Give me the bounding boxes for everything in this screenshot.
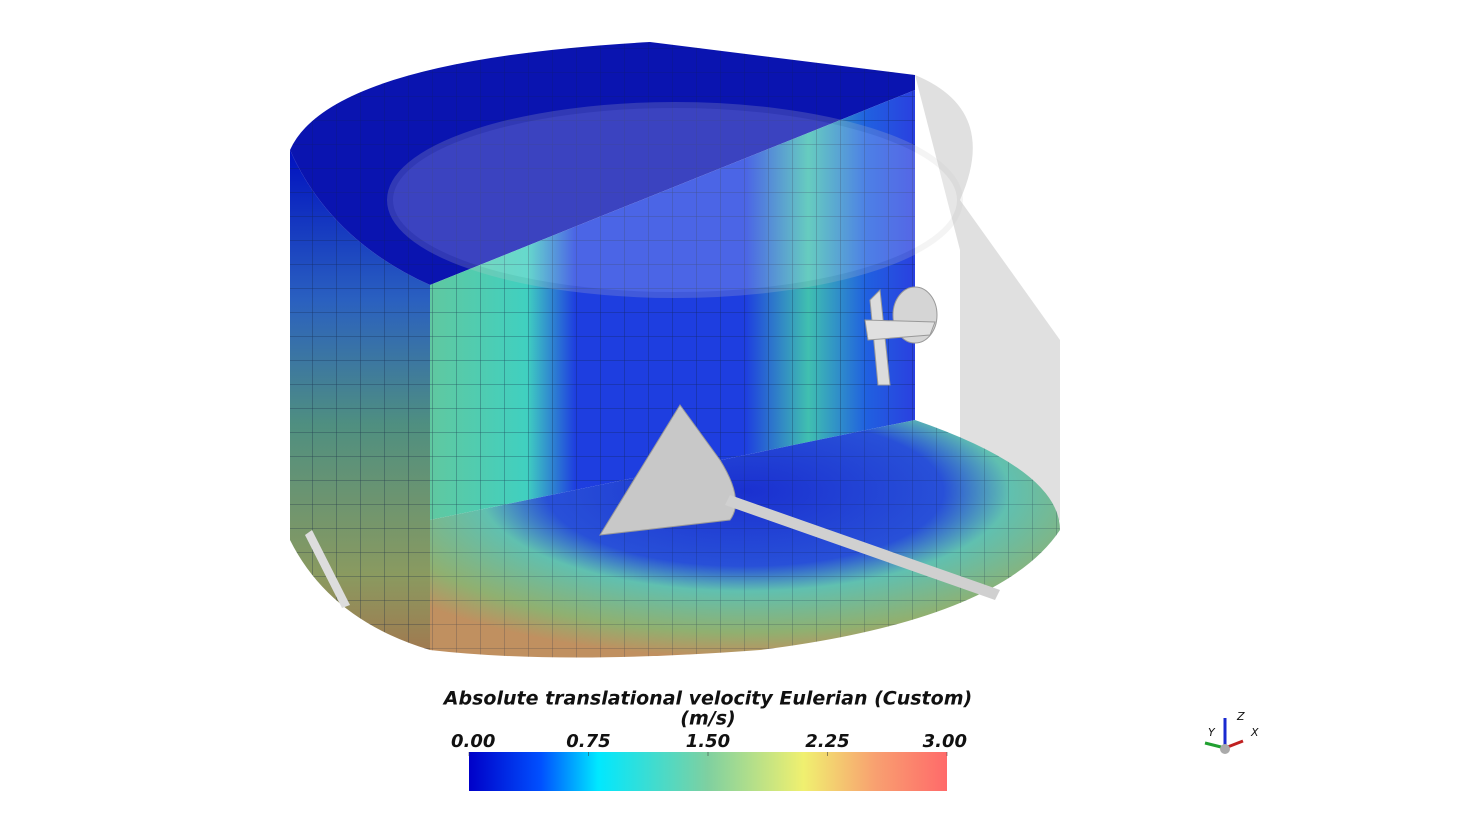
colorbar [469,752,947,791]
mesh [430,90,915,520]
tick-label: 0.75 [566,731,610,752]
axes-triad: Z X Y [1204,710,1259,754]
colorbar-unit: (m/s) [680,708,735,730]
x-label: X [1250,726,1259,739]
y-label: Y [1208,726,1216,739]
impeller [864,286,938,386]
mesh [290,150,430,650]
tick-label: 3.00 [923,731,967,752]
tank-shell [915,75,1060,590]
lid-ring [387,102,963,298]
mesh [430,420,1060,658]
origin [1220,744,1230,754]
tick-label: 0.00 [451,731,495,752]
colorbar-ticks: 0.00 0.75 1.50 2.25 3.00 [451,731,967,756]
shaft [725,495,1000,600]
tick-label: 2.25 [805,731,849,752]
z-label: Z [1236,710,1245,723]
colorbar-title: Absolute translational velocity Eulerian… [442,688,972,710]
baffle [305,530,350,608]
tick-label: 1.50 [686,731,730,752]
mesh [290,42,915,285]
